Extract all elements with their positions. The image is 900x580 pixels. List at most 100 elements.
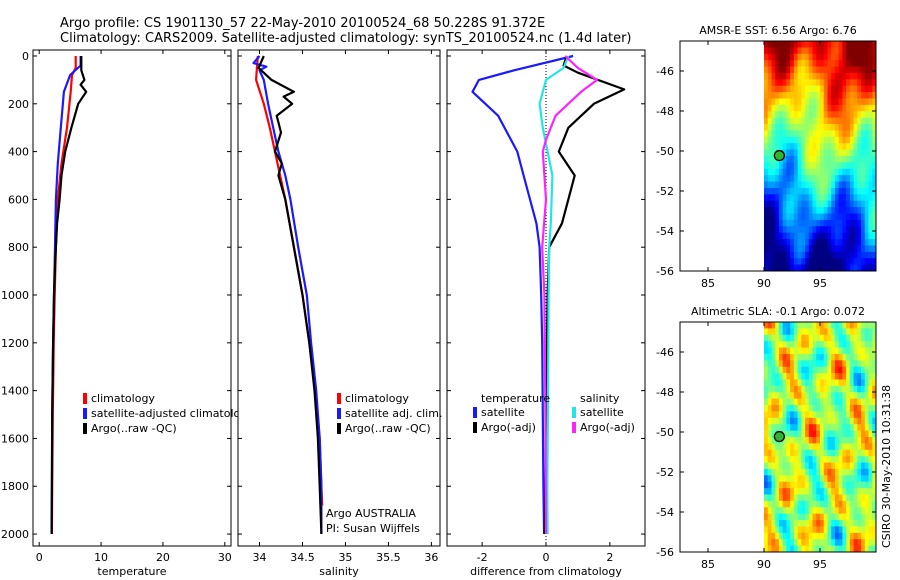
heatmap-cell (842, 245, 847, 253)
heatmap-cell (823, 385, 828, 393)
heatmap-cell (812, 85, 817, 93)
heatmap-cell (827, 328, 832, 336)
heatmap-cell (812, 66, 817, 74)
heatmap-cell (790, 111, 795, 119)
heatmap-cell (846, 468, 851, 476)
heatmap-cell (771, 130, 776, 138)
heatmap-cell (834, 264, 840, 272)
heatmap-cell (849, 341, 854, 348)
legend-label: climatology (345, 392, 409, 405)
heatmap-cell (849, 481, 854, 489)
heatmap-cell (812, 411, 817, 419)
heatmap-cell (767, 53, 772, 61)
heatmap-cell (868, 456, 873, 463)
heatmap-cell (797, 66, 802, 74)
heatmap-cell (864, 443, 869, 451)
heatmap-cell (782, 417, 787, 425)
heatmap-cell (864, 462, 869, 470)
heatmap-cell (782, 481, 787, 489)
y-tick-label: -50 (656, 426, 674, 439)
heatmap-cell (782, 111, 787, 119)
heatmap-cell (853, 513, 858, 521)
heatmap-cell (764, 47, 769, 55)
heatmap-cell (764, 347, 769, 355)
heatmap-cell (812, 98, 817, 106)
heatmap-cell (786, 104, 791, 112)
heatmap-cell (775, 360, 780, 368)
heatmap-cell (872, 347, 877, 355)
heatmap-cell (808, 424, 813, 432)
heatmap-cell (797, 168, 802, 176)
heatmap-cell (812, 507, 817, 515)
heatmap-cell (868, 47, 873, 55)
heatmap-cell (831, 373, 836, 380)
heatmap-cell (793, 424, 798, 432)
heatmap-cell (801, 213, 806, 221)
heatmap-cell (801, 72, 806, 80)
heatmap-cell (820, 41, 825, 48)
heatmap-cell (842, 385, 847, 393)
heatmap-cell (846, 181, 851, 189)
heatmap-cell (872, 360, 877, 368)
legend-label: Argo(-adj) (580, 421, 635, 434)
heatmap-cell (805, 379, 810, 387)
heatmap-cell (771, 475, 776, 483)
heatmap-cell (812, 72, 817, 80)
heatmap-cell (793, 213, 798, 221)
heatmap-cell (805, 513, 810, 521)
heatmap-cell (857, 424, 862, 432)
heatmap-cell (775, 411, 780, 419)
heatmap-cell (864, 328, 869, 336)
heatmap-cell (771, 226, 776, 234)
heatmap-cell (849, 85, 854, 93)
heatmap-cell (812, 219, 817, 227)
heatmap-cell (838, 360, 843, 368)
csiro-timestamp: CSIRO 30-May-2010 10:31:38 (880, 385, 893, 548)
heatmap-cell (831, 232, 836, 240)
heatmap-cell (764, 226, 769, 234)
heatmap-cell (857, 219, 862, 227)
heatmap-cell (767, 494, 772, 502)
heatmap-cell (767, 520, 772, 527)
heatmap-cell (801, 443, 806, 451)
heatmap-cell (793, 379, 798, 387)
heatmap-cell (868, 366, 873, 374)
heatmap-cell (775, 424, 780, 432)
heatmap-cell (842, 130, 847, 138)
heatmap-cell (820, 539, 825, 547)
heatmap-cell (872, 379, 877, 387)
argo-credit: Argo AUSTRALIA (326, 507, 416, 520)
heatmap-cell (827, 488, 832, 495)
heatmap-cell (846, 200, 851, 208)
heatmap-cell (823, 520, 828, 527)
heatmap-cell (864, 481, 869, 489)
heatmap-cell (827, 168, 832, 176)
heatmap-cell (801, 200, 806, 208)
heatmap-cell (778, 520, 784, 527)
heatmap-cell (812, 481, 817, 489)
heatmap-cell (790, 481, 795, 489)
heatmap-cell (853, 443, 858, 451)
heatmap-cell (849, 322, 854, 329)
heatmap-cell (820, 520, 825, 527)
heatmap-cell (872, 328, 877, 336)
heatmap-cell (790, 411, 795, 419)
heatmap-cell (864, 149, 869, 157)
heatmap-cell (868, 162, 873, 170)
heatmap-cell (764, 545, 769, 553)
heatmap-cell (864, 366, 869, 374)
heatmap-cell (834, 437, 840, 444)
heatmap-cell (782, 462, 787, 470)
heatmap-cell (820, 500, 825, 508)
heatmap-cell (801, 341, 806, 348)
heatmap-cell (782, 353, 787, 361)
heatmap-cell (801, 481, 806, 489)
heatmap-cell (812, 360, 817, 368)
heatmap-cell (775, 66, 780, 74)
heatmap-cell (861, 66, 866, 74)
heatmap-cell (849, 124, 854, 131)
heatmap-cell (842, 443, 847, 451)
heatmap-cell (857, 430, 862, 438)
y-tick-label: -46 (656, 346, 674, 359)
heatmap-cell (842, 500, 847, 508)
